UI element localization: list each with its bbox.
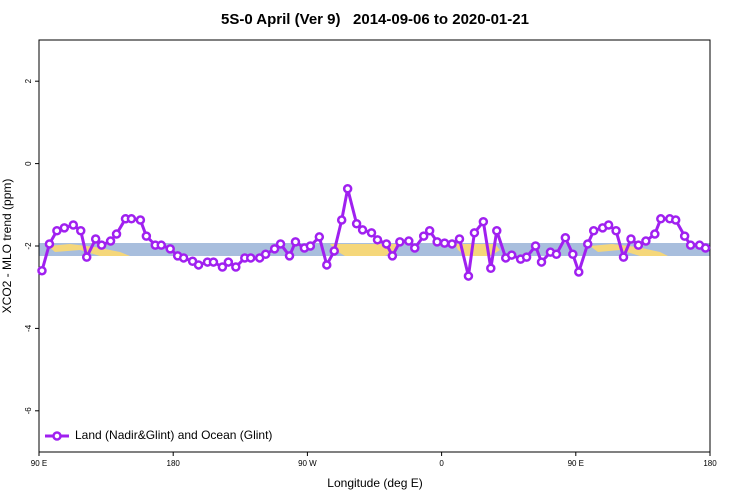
- chart-title: 5S-0 April (Ver 9) 2014-09-06 to 2020-01…: [221, 11, 529, 28]
- data-point: [231, 262, 241, 272]
- data-point: [165, 244, 175, 254]
- data-point: [245, 253, 256, 263]
- data-point: [568, 249, 578, 259]
- data-point: [387, 251, 398, 261]
- data-point: [366, 228, 377, 238]
- data-point: [260, 249, 271, 259]
- data-point: [439, 238, 450, 248]
- y-tick-label: 2: [24, 78, 33, 83]
- data-point: [314, 232, 325, 242]
- legend-label: Land (Nadir&Glint) and Ocean (Glint): [75, 428, 272, 442]
- data-point: [156, 240, 167, 250]
- data-point: [193, 260, 204, 270]
- data-point: [478, 216, 489, 227]
- data-point: [68, 220, 79, 230]
- data-point: [395, 237, 405, 247]
- data-point: [111, 229, 122, 239]
- data-point: [530, 241, 541, 251]
- data-point: [603, 220, 614, 230]
- data-point: [574, 267, 584, 277]
- data-point: [44, 239, 55, 249]
- data-point: [685, 240, 696, 250]
- data-point: [52, 226, 62, 236]
- data-point: [486, 263, 496, 273]
- data-point: [59, 223, 70, 233]
- data-point: [351, 219, 362, 229]
- x-tick-label: 0: [439, 459, 444, 468]
- y-axis-label: XCO2 - MLO trend (ppm): [0, 179, 14, 314]
- data-point: [381, 239, 392, 249]
- data-point: [322, 260, 332, 270]
- data-point: [424, 226, 435, 236]
- data-point: [336, 215, 347, 225]
- data-point: [372, 235, 383, 245]
- x-tick-label: 90 E: [31, 459, 47, 468]
- data-point: [656, 214, 666, 224]
- data-point: [37, 265, 47, 276]
- data-point: [410, 243, 420, 253]
- data-point: [700, 243, 711, 253]
- data-point: [447, 239, 457, 249]
- data-point: [432, 237, 442, 247]
- data-point: [633, 240, 644, 250]
- data-point: [454, 234, 465, 244]
- data-point: [105, 236, 116, 246]
- data-point: [469, 228, 480, 238]
- data-point: [290, 237, 301, 247]
- data-point: [178, 253, 189, 263]
- data-point: [521, 252, 532, 262]
- x-tick-label: 90 E: [568, 459, 584, 468]
- data-point: [76, 226, 86, 236]
- data-point: [618, 252, 629, 262]
- land-patch: [330, 244, 400, 256]
- data-point: [96, 240, 107, 250]
- x-tick-label: 180: [703, 459, 717, 468]
- surface-strip: [39, 243, 710, 256]
- data-point: [670, 215, 681, 225]
- x-tick-label: 90 W: [298, 459, 317, 468]
- data-point: [611, 226, 621, 236]
- data-point: [126, 214, 137, 224]
- data-point: [679, 231, 690, 241]
- data-point: [404, 236, 414, 246]
- data-point: [81, 252, 92, 262]
- data-point: [275, 239, 286, 249]
- data-point: [305, 241, 316, 251]
- data-point: [223, 257, 234, 267]
- data-point: [506, 250, 517, 260]
- x-axis-label: Longitude (deg E): [327, 476, 422, 490]
- data-point: [418, 231, 429, 241]
- y-tick-label: 0: [24, 161, 33, 166]
- y-tick-label: -4: [24, 324, 33, 332]
- data-point: [135, 215, 146, 225]
- y-tick-label: -6: [24, 407, 33, 415]
- data-point: [90, 234, 101, 244]
- data-point: [588, 226, 599, 236]
- data-point: [329, 246, 339, 256]
- data-point: [284, 251, 295, 261]
- data-point: [463, 271, 474, 281]
- data-point: [217, 262, 228, 272]
- data-point: [536, 257, 547, 267]
- data-point: [551, 249, 562, 259]
- data-point: [357, 225, 368, 235]
- data-point: [641, 236, 651, 246]
- y-tick-label: -2: [24, 242, 33, 250]
- data-point: [269, 244, 280, 254]
- data-point: [208, 257, 219, 267]
- land-patch: [590, 244, 668, 256]
- data-point: [560, 233, 571, 243]
- data-point: [141, 231, 152, 241]
- data-point: [626, 234, 636, 244]
- data-point: [650, 229, 660, 239]
- legend-marker: [52, 431, 62, 441]
- x-tick-label: 180: [167, 459, 181, 468]
- data-point: [342, 183, 353, 194]
- data-point: [582, 239, 593, 249]
- data-point: [492, 226, 502, 236]
